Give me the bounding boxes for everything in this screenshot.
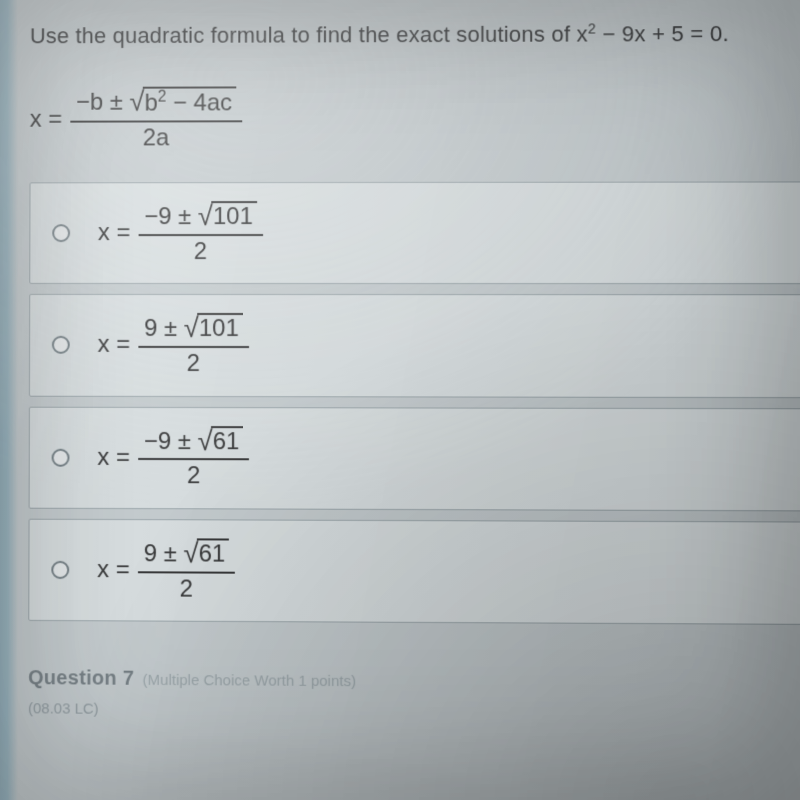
option-a[interactable]: x = −9 ± √101 2 bbox=[29, 181, 800, 284]
option-fraction: 9 ± √101 2 bbox=[138, 311, 249, 380]
formula-num-lead: −b ± bbox=[76, 89, 129, 116]
option-lhs: x = bbox=[97, 556, 130, 584]
question-eq-rest: − 9x + 5 = 0. bbox=[596, 21, 729, 46]
screen-left-edge bbox=[0, 0, 18, 800]
option-lhs: x = bbox=[97, 444, 130, 472]
question-eq-x: x bbox=[577, 22, 588, 47]
quiz-screen: Use the quadratic formula to find the ex… bbox=[0, 0, 800, 753]
option-d[interactable]: x = 9 ± √61 2 bbox=[28, 519, 800, 626]
option-fraction: 9 ± √61 2 bbox=[138, 536, 236, 605]
option-lhs: x = bbox=[98, 219, 131, 247]
option-c-math: x = −9 ± √61 2 bbox=[97, 423, 249, 492]
radical-icon: √ bbox=[183, 539, 198, 567]
option-c[interactable]: x = −9 ± √61 2 bbox=[29, 406, 800, 511]
question-prefix: Use the quadratic formula to find the ex… bbox=[30, 22, 577, 49]
option-lhs: x = bbox=[98, 331, 131, 359]
question-text: Use the quadratic formula to find the ex… bbox=[30, 21, 800, 50]
next-question-title: Question 7 bbox=[28, 667, 134, 690]
formula-radicand: b2 − 4ac bbox=[142, 87, 236, 119]
next-question-meta: (Multiple Choice Worth 1 points) bbox=[143, 672, 357, 690]
radical-icon: √ bbox=[184, 314, 199, 342]
radical-icon: √ bbox=[198, 427, 213, 455]
option-a-math: x = −9 ± √101 2 bbox=[98, 199, 263, 267]
quadratic-formula: x = −b ± √b2 − 4ac 2a bbox=[30, 83, 800, 154]
question-eq-sup: 2 bbox=[588, 21, 596, 37]
next-question-footer: Question 7 (Multiple Choice Worth 1 poin… bbox=[28, 667, 800, 722]
option-d-math: x = 9 ± √61 2 bbox=[97, 536, 235, 605]
formula-denominator: 2a bbox=[137, 123, 176, 155]
radio-icon[interactable] bbox=[52, 336, 70, 354]
radio-icon[interactable] bbox=[52, 448, 70, 466]
option-b-math: x = 9 ± √101 2 bbox=[98, 311, 249, 380]
formula-lhs: x = bbox=[30, 106, 62, 134]
option-b[interactable]: x = 9 ± √101 2 bbox=[29, 294, 800, 398]
radical-icon: √ bbox=[198, 202, 213, 230]
radio-icon[interactable] bbox=[52, 224, 70, 242]
formula-numerator: −b ± √b2 − 4ac bbox=[70, 85, 242, 121]
formula-sqrt: √b2 − 4ac bbox=[129, 87, 236, 119]
next-question-code: (08.03 LC) bbox=[28, 701, 800, 723]
formula-fraction: −b ± √b2 − 4ac 2a bbox=[70, 85, 242, 154]
option-fraction: −9 ± √61 2 bbox=[138, 423, 250, 492]
option-fraction: −9 ± √101 2 bbox=[138, 199, 263, 267]
answer-options: x = −9 ± √101 2 x = 9 ± √101 bbox=[28, 181, 800, 625]
radical-icon: √ bbox=[129, 88, 144, 115]
radio-icon[interactable] bbox=[51, 561, 69, 579]
